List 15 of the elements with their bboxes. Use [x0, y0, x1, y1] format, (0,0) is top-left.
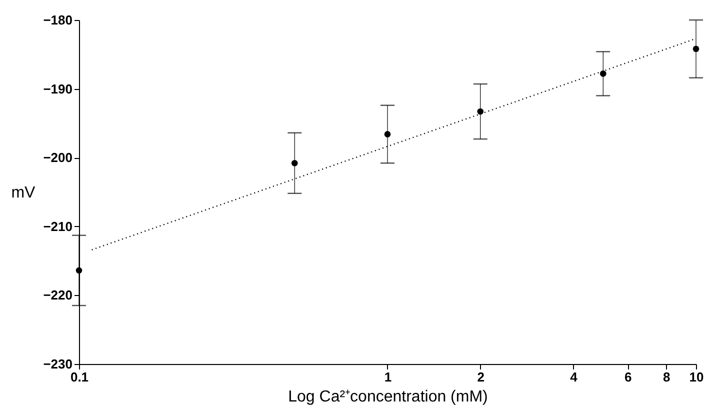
x-axis-title: Log Ca²⁺concentration (mM): [288, 388, 488, 406]
x-tick-label: 6: [624, 370, 632, 384]
y-tick-label: −210: [43, 218, 72, 234]
y-tick-label: −180: [43, 12, 72, 28]
y-tick-label: −190: [43, 81, 72, 96]
x-tick-label: 0.1: [70, 370, 89, 384]
y-tick-label: −200: [43, 150, 72, 166]
x-tick-label: 1: [384, 370, 392, 384]
x-tick-label: 10: [689, 370, 704, 384]
x-tick-label: 4: [570, 370, 578, 384]
x-tick-label: 8: [662, 370, 670, 384]
y-tick-label: −230: [43, 356, 72, 372]
y-tick-label: −220: [43, 288, 72, 303]
x-tick-label: 2: [477, 370, 484, 384]
y-axis-title: mV: [11, 184, 36, 202]
